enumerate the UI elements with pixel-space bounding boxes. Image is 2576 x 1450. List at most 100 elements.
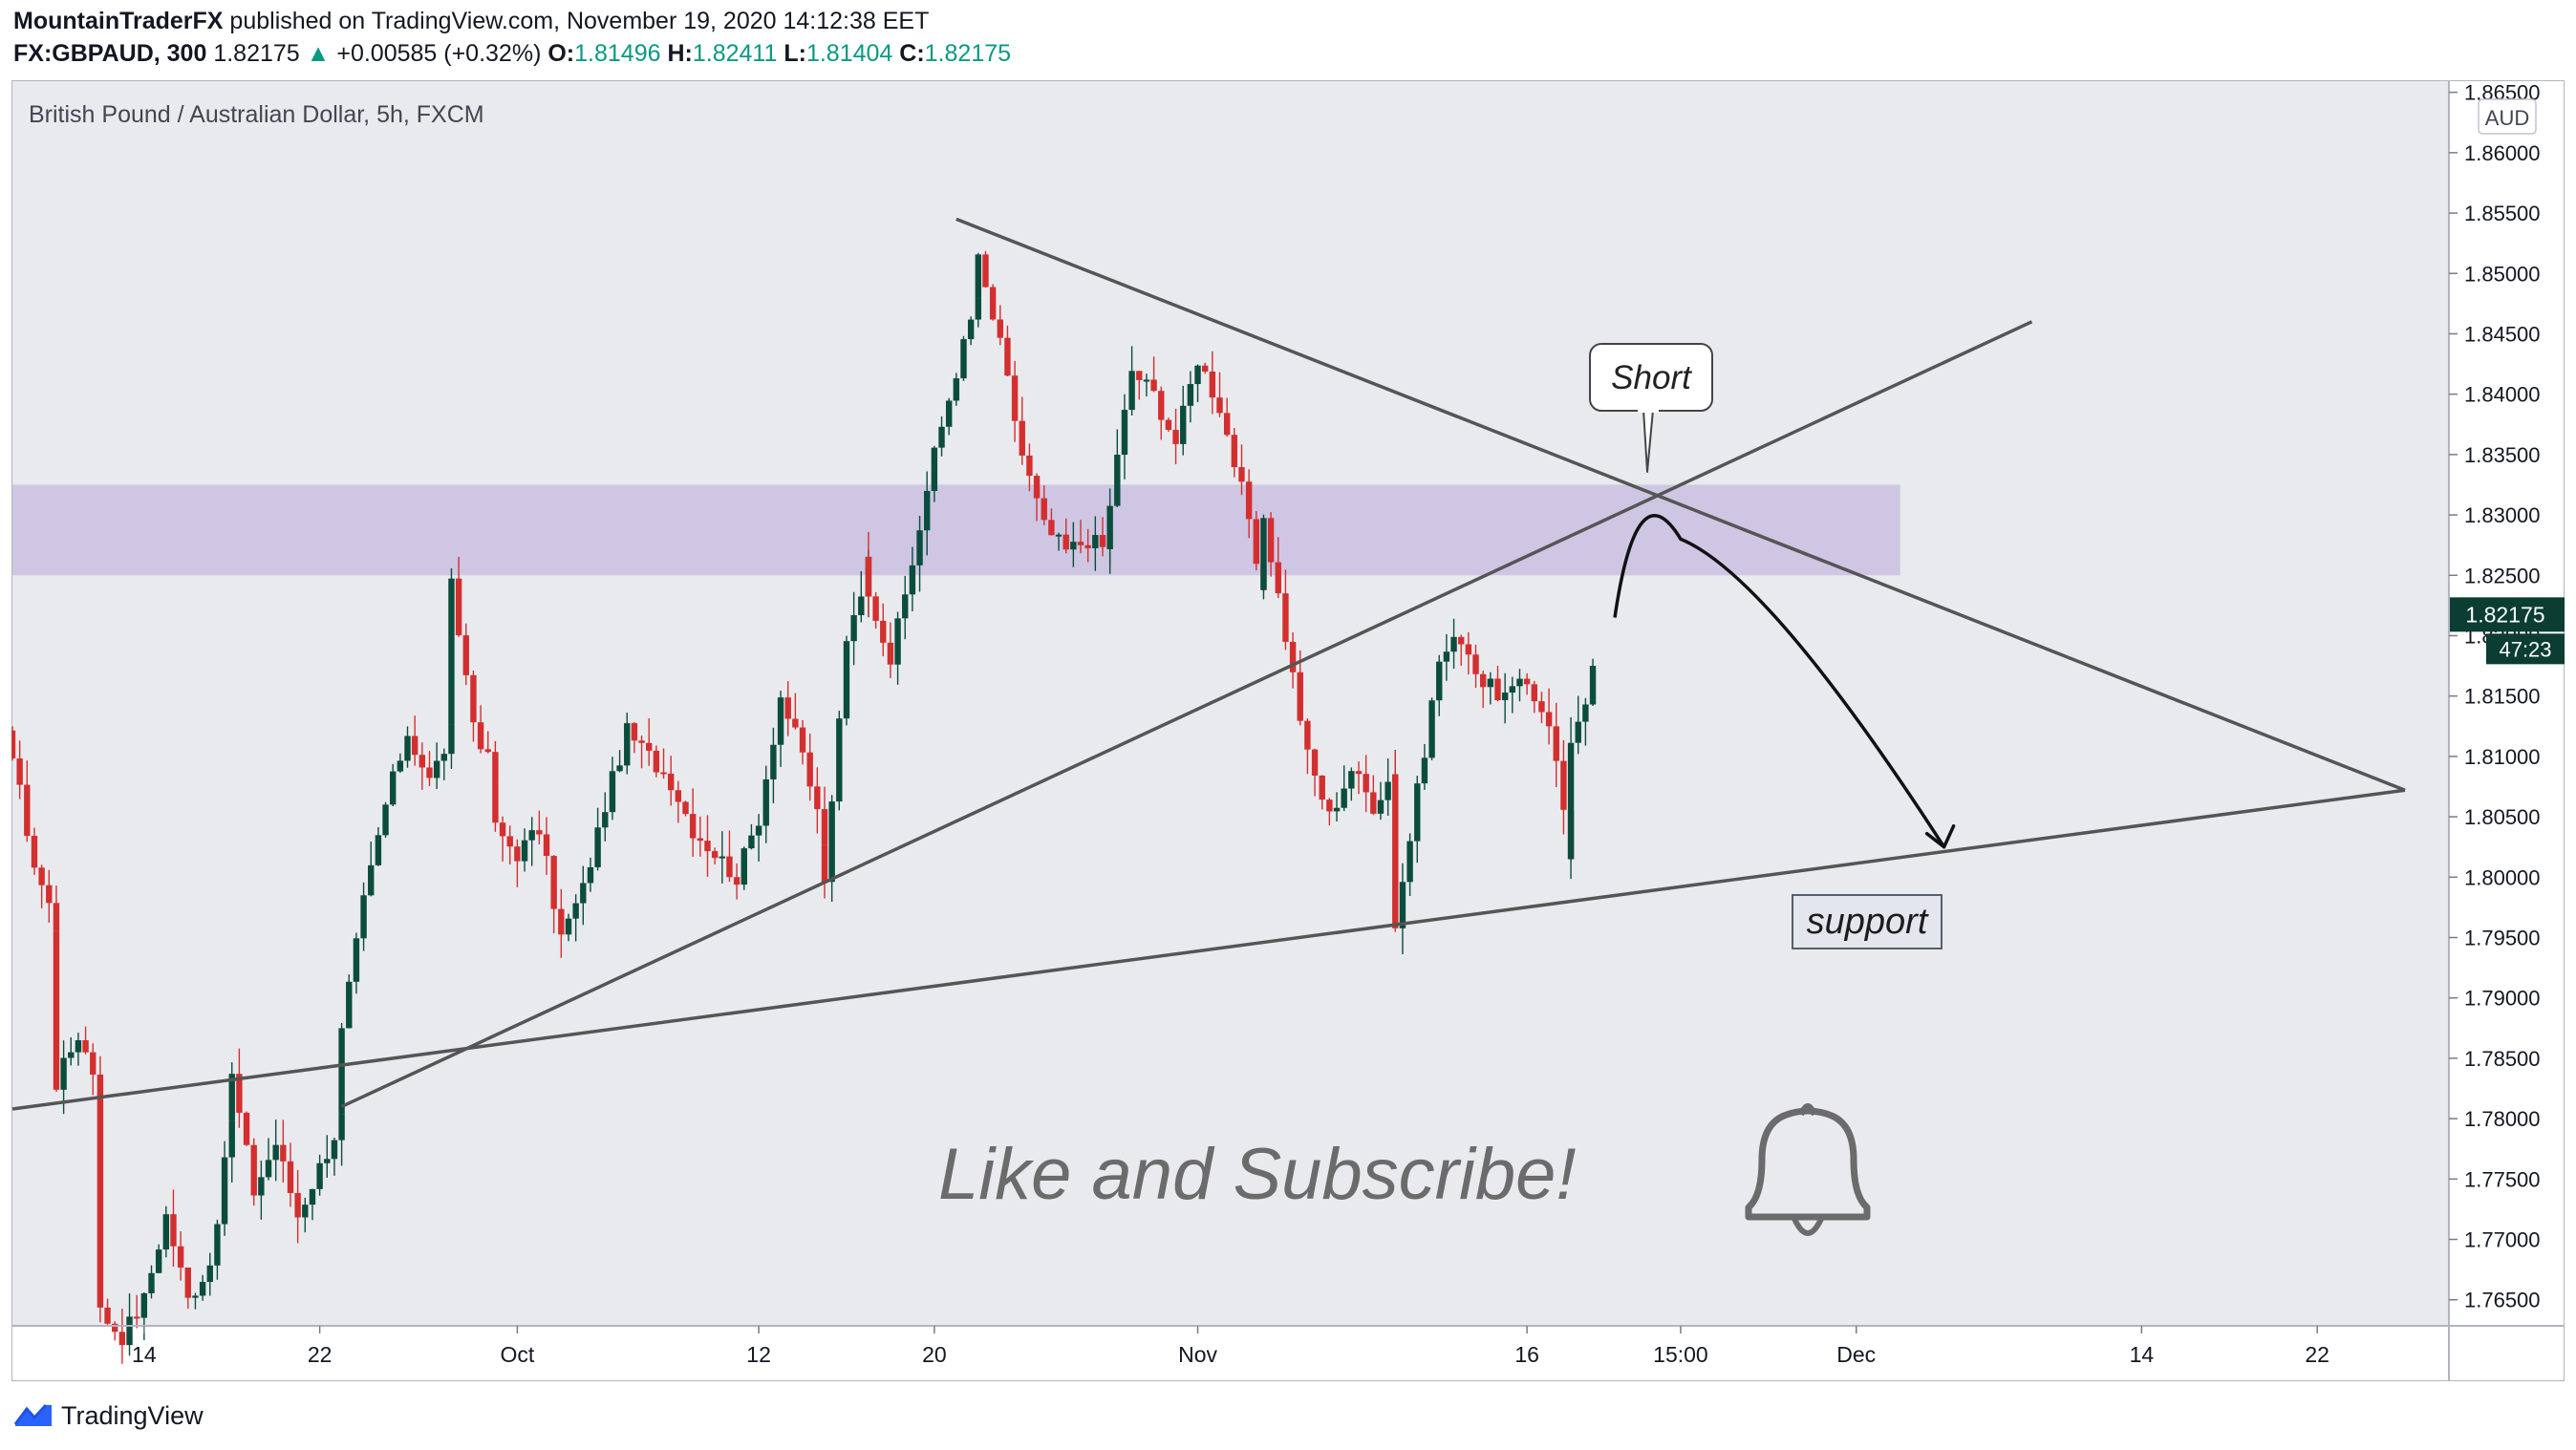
candles <box>0 250 1597 1364</box>
candle-down <box>558 888 565 958</box>
candle-down <box>16 740 23 800</box>
candle-down <box>455 556 462 637</box>
candle-down <box>726 830 733 883</box>
candle-down <box>1172 408 1179 464</box>
candle-up <box>748 823 755 850</box>
candle-up <box>828 795 835 903</box>
candle-up <box>967 316 975 346</box>
x-tick-label: Dec <box>1836 1342 1876 1367</box>
candle-down <box>46 869 53 923</box>
candle-down <box>82 1026 89 1055</box>
candle-up <box>1377 781 1385 821</box>
candle-down <box>550 855 557 934</box>
candle-down <box>492 781 499 832</box>
y-tick-label: 1.78000 <box>2464 1107 2541 1131</box>
candle-down <box>1048 508 1055 536</box>
candle-up <box>1428 697 1435 760</box>
candle-up <box>572 894 579 942</box>
x-tick-label: 16 <box>1514 1342 1539 1367</box>
projection-arrow[interactable] <box>1613 514 1946 848</box>
candle-down <box>1267 512 1275 577</box>
support-label-box[interactable] <box>1792 894 1943 949</box>
candle-up <box>375 826 382 866</box>
candle-down <box>821 786 828 850</box>
candle-up <box>1589 658 1597 706</box>
candle-up <box>843 635 850 726</box>
candle-down <box>536 810 543 845</box>
descending-trendline[interactable] <box>955 217 2406 792</box>
open-label: O: <box>547 40 575 67</box>
candle-down <box>1077 520 1084 554</box>
candle-up <box>594 807 601 871</box>
countdown-label: 47:23 <box>2499 637 2551 661</box>
candle-up <box>902 575 909 640</box>
candle-up <box>1501 672 1509 724</box>
candle-up <box>1128 346 1135 416</box>
currency-badge[interactable] <box>2478 98 2537 135</box>
y-tick-label: 1.79500 <box>2464 926 2541 949</box>
candle-down <box>631 721 638 754</box>
candle-down <box>1465 631 1472 675</box>
author-name[interactable]: MountainTraderFX <box>13 8 224 34</box>
publish-info: MountainTraderFX published on TradingVie… <box>13 8 929 35</box>
candle-down <box>1355 761 1363 795</box>
brand-name[interactable]: TradingView <box>61 1400 204 1430</box>
candle-up <box>565 913 572 942</box>
candle-up <box>1187 371 1194 423</box>
candle-up <box>1414 776 1421 864</box>
candle-down <box>38 864 45 908</box>
candle-up <box>228 1062 235 1133</box>
candle-up <box>587 857 594 892</box>
candle-down <box>1150 356 1157 393</box>
support-trendline[interactable] <box>11 788 2406 1111</box>
x-tick-label: 14 <box>2130 1342 2155 1367</box>
candle-down <box>880 603 887 656</box>
symbol-label[interactable]: FX:GBPAUD, 300 <box>13 40 207 67</box>
candle-down <box>1209 351 1216 415</box>
candle-down <box>1479 671 1487 709</box>
time-axis[interactable]: 14 22 Oct 12 20 Nov 16 15:00 Dec 14 22 <box>132 1326 2329 1367</box>
candle-down <box>667 756 675 806</box>
candle-down <box>236 1048 243 1128</box>
candle-down <box>1004 325 1011 377</box>
tradingview-logo-icon[interactable] <box>13 1401 54 1430</box>
plot-area[interactable] <box>12 81 2449 1325</box>
last-price-badge[interactable] <box>2450 597 2565 632</box>
candle-down <box>982 250 989 288</box>
candle-up <box>528 817 535 866</box>
candle-down <box>1531 680 1537 714</box>
candle-up <box>894 611 901 685</box>
candle-down <box>1304 718 1311 775</box>
candle-up <box>162 1205 170 1258</box>
candle-up <box>858 571 865 623</box>
candle-down <box>799 719 806 765</box>
ascending-trendline[interactable] <box>340 320 2033 1109</box>
candle-down <box>1216 372 1223 417</box>
close-label: C: <box>899 40 925 67</box>
candle-up <box>953 373 960 406</box>
candle-down <box>499 816 506 862</box>
candle-up <box>945 397 953 436</box>
candle-up <box>440 748 448 780</box>
candle-up <box>1180 385 1187 456</box>
price-chart[interactable]: 1.865001.860001.855001.850001.845001.840… <box>0 79 2565 1382</box>
candle-down <box>1472 645 1479 689</box>
candle-down <box>1201 362 1209 374</box>
chart-frame[interactable]: 1.86500 1.86000 1.85500 1.85000 1.84500 1.840… <box>0 79 2565 1382</box>
price-axis[interactable]: 1.865001.860001.855001.850001.845001.840… <box>2449 81 2565 1312</box>
resistance-zone[interactable] <box>12 484 1900 576</box>
open-value: 1.81496 <box>574 40 661 67</box>
candle-up <box>1194 364 1201 403</box>
y-tick-label: 1.79000 <box>2464 987 2541 1011</box>
candle-down <box>9 726 16 761</box>
y-tick-label: 1.78500 <box>2464 1047 2541 1071</box>
candle-up <box>302 1197 309 1233</box>
candle-down <box>1238 444 1245 496</box>
candle-down <box>1282 569 1289 650</box>
candle-down <box>872 591 879 629</box>
change-up-icon: ▲ <box>306 40 331 67</box>
chart-title: British Pound / Australian Dollar, 5h, F… <box>29 101 484 128</box>
candle-up <box>1443 633 1450 681</box>
candle-up <box>924 471 931 556</box>
candle-up <box>931 445 938 502</box>
